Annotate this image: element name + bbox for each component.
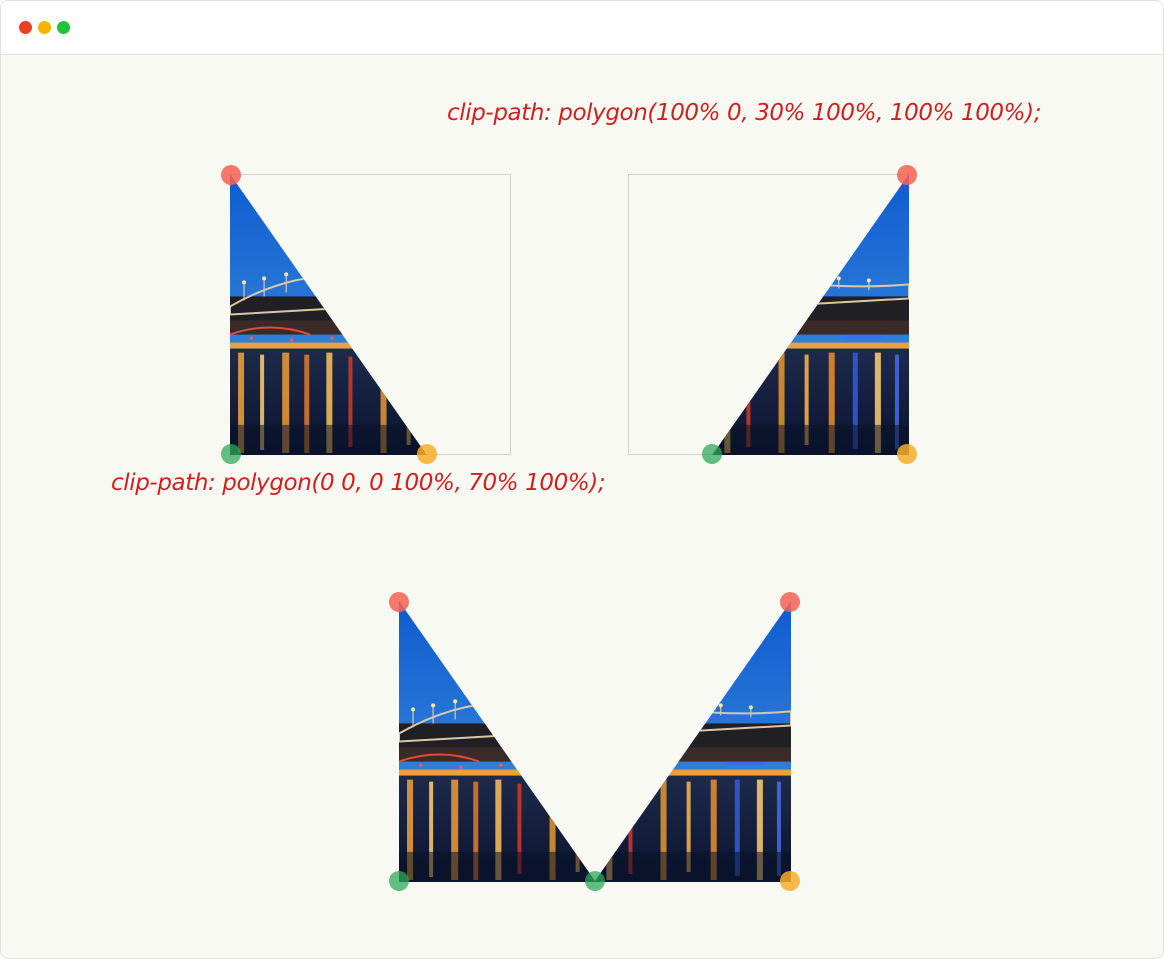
vertex-top-right-marker: [897, 165, 917, 185]
clip-path-label-right: clip-path: polygon(100% 0, 30% 100%, 100…: [447, 100, 1042, 126]
combined-top-left-marker: [389, 592, 409, 612]
zoom-dot[interactable]: [57, 21, 70, 34]
combined-bottom-right-marker: [780, 871, 800, 891]
close-dot[interactable]: [19, 21, 32, 34]
vertex-top-left-marker: [221, 165, 241, 185]
vertex-bottom-left-marker: [221, 444, 241, 464]
window-titlebar: [1, 1, 1163, 55]
vertex-bottom-right-marker: [417, 444, 437, 464]
clip-path-label-left: clip-path: polygon(0 0, 0 100%, 70% 100%…: [111, 470, 606, 496]
combined-top-right-marker: [780, 592, 800, 612]
combined-bottom-left-marker: [389, 871, 409, 891]
vertex-bottom-left-marker: [702, 444, 722, 464]
minimize-dot[interactable]: [38, 21, 51, 34]
vertex-bottom-right-marker: [897, 444, 917, 464]
combined-bottom-middle-marker: [585, 871, 605, 891]
